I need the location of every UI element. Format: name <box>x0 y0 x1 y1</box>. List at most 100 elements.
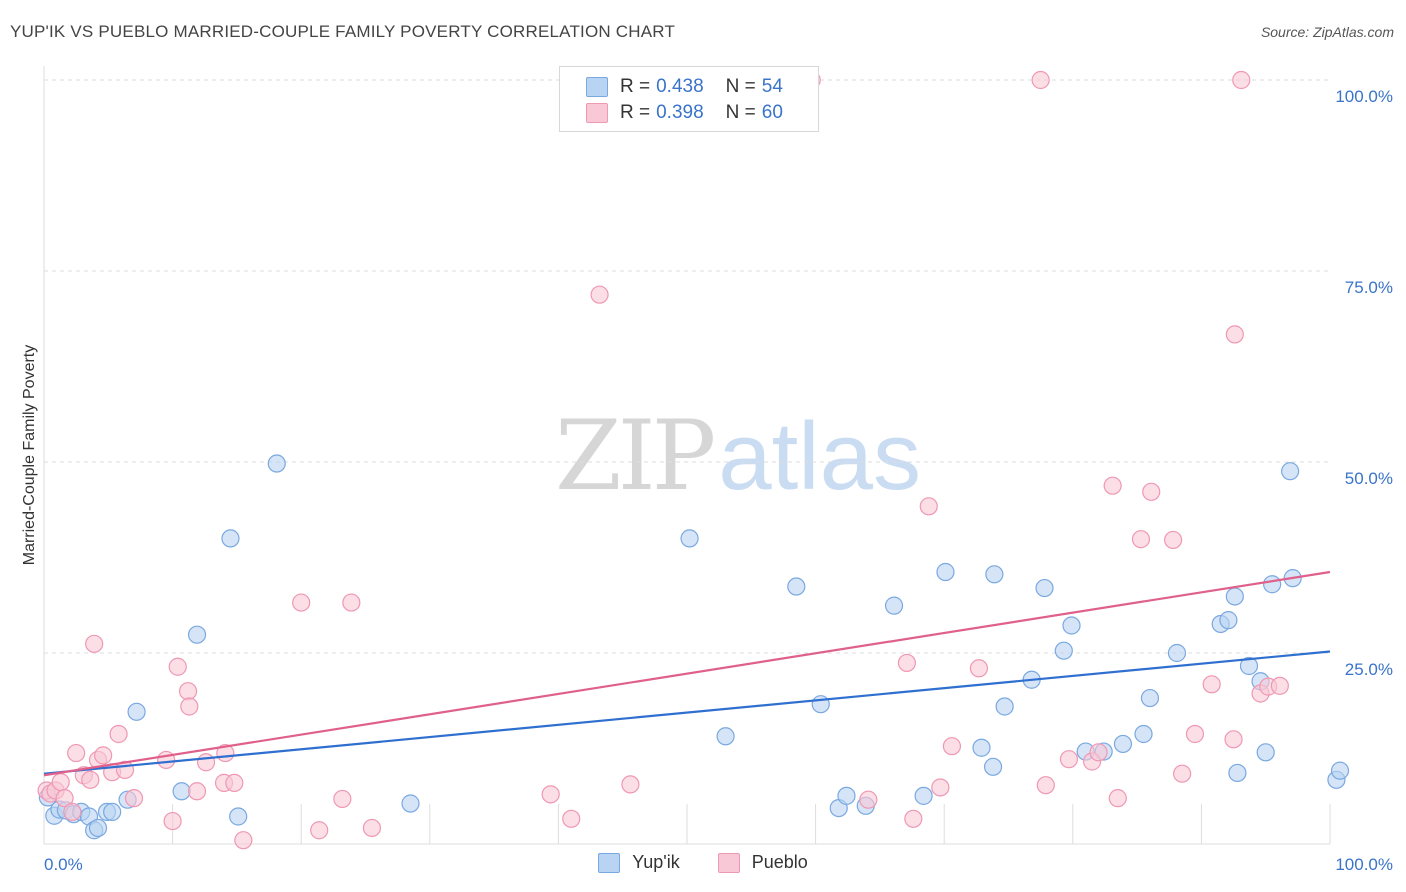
legend-swatch-pueblo <box>717 852 740 873</box>
pueblo-point <box>67 743 86 763</box>
pueblo-point <box>333 789 352 809</box>
legend-r-value-pueblo: 0.398 <box>656 102 704 123</box>
pueblo-point <box>942 737 962 756</box>
pueblo-point <box>897 653 917 673</box>
pueblo-point <box>1031 70 1050 90</box>
yupik-point <box>1256 743 1275 762</box>
pueblo-point <box>1225 325 1244 344</box>
yupik-point <box>267 454 286 473</box>
pueblo-point <box>55 789 74 808</box>
stats-legend: R = 0.438 N = 54 R = 0.398 N = 60 <box>559 66 819 132</box>
legend-n-label: N = <box>725 76 756 97</box>
yupik-point <box>221 529 240 548</box>
yupik-point <box>1167 643 1187 663</box>
pueblo-point <box>234 831 253 850</box>
pueblo-point <box>931 778 950 797</box>
legend-swatch-yupik <box>586 77 608 97</box>
yupik-point <box>1239 656 1259 676</box>
legend-r-label: R = <box>620 76 651 97</box>
legend-label-pueblo: Pueblo <box>751 852 808 872</box>
series-legend: Yup'ik Pueblo <box>0 852 1406 873</box>
pueblo-point <box>590 285 609 304</box>
pueblo-point <box>1232 70 1251 90</box>
yupik-point <box>995 697 1014 716</box>
pueblo-point <box>63 802 82 822</box>
pueblo-point <box>1173 764 1192 783</box>
legend-n-value-pueblo: 60 <box>761 102 783 123</box>
y-tick-label: 50.0% <box>1345 469 1393 488</box>
legend-row-yupik: R = 0.438 N = 54 <box>586 74 783 100</box>
pueblo-point <box>292 593 311 612</box>
pueblo-point <box>196 753 216 772</box>
pueblo-point <box>1185 724 1205 744</box>
watermark: ZIPatlas <box>555 400 921 512</box>
pueblo-point <box>904 809 923 828</box>
y-tick-label: 75.0% <box>1345 278 1393 297</box>
pueblo-point <box>168 657 187 676</box>
yupik-point <box>1035 578 1054 598</box>
pueblo-point <box>180 697 199 716</box>
pueblo-point <box>562 809 581 828</box>
x-tick-label: 100.0% <box>1335 855 1393 874</box>
yupik-point <box>972 738 991 757</box>
yupik-point <box>837 786 856 805</box>
yupik-point <box>914 786 933 805</box>
yupik-point <box>716 727 735 746</box>
chart-title: YUP'IK VS PUEBLO MARRIED-COUPLE FAMILY P… <box>10 22 676 41</box>
pueblo-point <box>94 746 113 765</box>
yupik-point <box>103 802 122 822</box>
pueblo-point <box>1103 476 1122 495</box>
pueblo-point <box>1270 676 1289 695</box>
legend-item-yupik[interactable]: Yup'ik <box>598 852 680 873</box>
pueblo-point <box>187 782 207 801</box>
yupik-trend-line <box>43 650 1331 775</box>
yupik-point <box>936 562 955 582</box>
legend-row-pueblo: R = 0.398 N = 60 <box>586 100 783 126</box>
legend-r-label: R = <box>620 102 651 123</box>
yupik-point <box>1062 616 1081 635</box>
pueblo-point <box>969 659 989 678</box>
pueblo-point <box>310 821 329 840</box>
pueblo-point <box>541 785 560 804</box>
y-tick-label: 25.0% <box>1345 660 1393 679</box>
y-tick-label: 100.0% <box>1335 87 1393 106</box>
yupik-point <box>127 702 146 721</box>
pueblo-point <box>342 593 361 612</box>
watermark-atlas: atlas <box>718 403 921 510</box>
watermark-zip: ZIP <box>555 400 716 512</box>
yupik-point <box>1140 688 1160 708</box>
yupik-point <box>985 565 1004 584</box>
yupik-point <box>187 625 207 644</box>
legend-n-value-yupik: 54 <box>761 76 783 97</box>
yupik-point <box>1225 587 1244 606</box>
yupik-point <box>680 529 699 548</box>
legend-item-pueblo[interactable]: Pueblo <box>717 852 808 873</box>
yupik-point <box>1281 462 1300 481</box>
source-credit: Source: ZipAtlas.com <box>1260 24 1394 40</box>
yupik-point <box>1263 575 1282 594</box>
legend-n-label: N = <box>725 102 756 123</box>
legend-swatch-yupik <box>598 852 621 873</box>
pueblo-point <box>51 773 70 792</box>
pueblo-point <box>1142 482 1161 501</box>
pueblo-point <box>1224 730 1243 749</box>
x-tick-label: 0.0% <box>44 855 83 874</box>
yupik-point <box>172 782 191 801</box>
pueblo-point <box>81 770 100 789</box>
pueblo-point <box>1164 530 1183 550</box>
pueblo-point <box>1131 530 1151 549</box>
pueblo-point <box>85 634 104 653</box>
yupik-point <box>983 757 1003 776</box>
legend-r-value-yupik: 0.438 <box>656 76 704 97</box>
yupik-point <box>1134 724 1153 744</box>
pueblo-point <box>859 790 878 809</box>
yupik-point <box>1219 611 1238 630</box>
pueblo-point <box>1036 776 1055 795</box>
yupik-point <box>88 818 108 838</box>
legend-swatch-pueblo <box>586 103 608 123</box>
pueblo-point <box>225 773 244 792</box>
pueblo-point <box>124 789 144 808</box>
pueblo-point <box>178 682 198 701</box>
yupik-point <box>229 807 248 826</box>
